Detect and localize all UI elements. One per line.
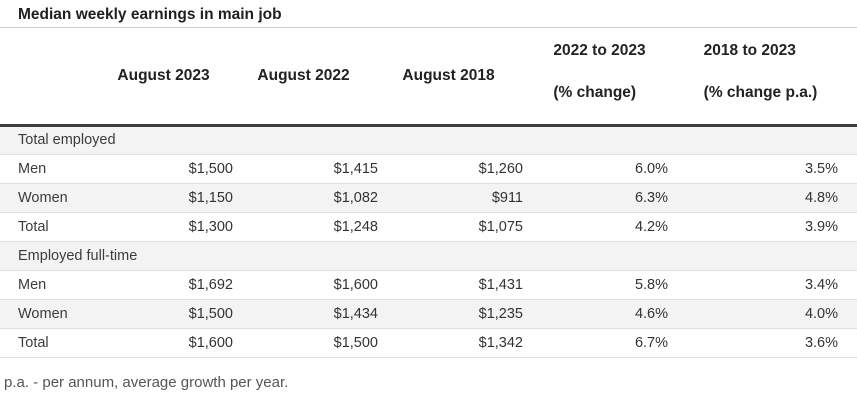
header-empty-cell — [0, 28, 110, 127]
table-row-full-time-total: Total $1,600 $1,500 $1,342 6.7% 3.6% — [0, 328, 857, 358]
cell-aug2018: $1,431 — [390, 270, 535, 300]
header-change-2022-2023: 2022 to 2023 (% change) — [535, 28, 692, 127]
header-august-2023: August 2023 — [110, 28, 245, 127]
earnings-table: August 2023 August 2022 August 2018 2022… — [0, 28, 857, 358]
cell-aug2018: $1,235 — [390, 299, 535, 329]
cell-change-2022-2023: 4.6% — [535, 299, 692, 329]
cell-aug2022: $1,500 — [245, 328, 390, 358]
header-change-2018-2023-line1: 2018 to 2023 — [703, 41, 796, 59]
cell-change-2022-2023: 6.3% — [535, 183, 692, 213]
cell-aug2023: $1,500 — [110, 299, 245, 329]
cell-change-2022-2023: 6.7% — [535, 328, 692, 358]
table-row-total-employed-men: Men $1,500 $1,415 $1,260 6.0% 3.5% — [0, 154, 857, 184]
cell-aug2022: $1,248 — [245, 212, 390, 242]
cell-aug2022: $1,082 — [245, 183, 390, 213]
cell-aug2022: $1,600 — [245, 270, 390, 300]
cell-change-2018-2023: 3.4% — [692, 270, 857, 300]
cell-aug2023: $1,300 — [110, 212, 245, 242]
cell-aug2018: $1,342 — [390, 328, 535, 358]
section-row-total-employed: Total employed — [0, 125, 857, 155]
table-title: Median weekly earnings in main job — [0, 0, 857, 28]
header-change-2022-2023-line1: 2022 to 2023 — [553, 41, 646, 59]
header-august-2018: August 2018 — [390, 28, 535, 127]
cell-change-2018-2023: 3.6% — [692, 328, 857, 358]
table-row-full-time-men: Men $1,692 $1,600 $1,431 5.8% 3.4% — [0, 270, 857, 300]
cell-change-2018-2023: 3.5% — [692, 154, 857, 184]
table-row-total-employed-total: Total $1,300 $1,248 $1,075 4.2% 3.9% — [0, 212, 857, 242]
section-label: Employed full-time — [0, 241, 857, 271]
header-change-2018-2023-block: 2018 to 2023 (% change p.a.) — [704, 42, 818, 102]
cell-change-2022-2023: 4.2% — [535, 212, 692, 242]
cell-change-2018-2023: 4.0% — [692, 299, 857, 329]
cell-aug2018: $1,075 — [390, 212, 535, 242]
header-row: August 2023 August 2022 August 2018 2022… — [0, 28, 857, 127]
section-row-employed-full-time: Employed full-time — [0, 241, 857, 271]
cell-aug2023: $1,150 — [110, 183, 245, 213]
header-change-2018-2023: 2018 to 2023 (% change p.a.) — [692, 28, 857, 127]
row-label: Total — [0, 212, 110, 242]
cell-aug2022: $1,415 — [245, 154, 390, 184]
row-label: Men — [0, 154, 110, 184]
cell-change-2018-2023: 4.8% — [692, 183, 857, 213]
table-row-full-time-women: Women $1,500 $1,434 $1,235 4.6% 4.0% — [0, 299, 857, 329]
cell-aug2023: $1,600 — [110, 328, 245, 358]
cell-aug2023: $1,500 — [110, 154, 245, 184]
section-label: Total employed — [0, 125, 857, 155]
cell-change-2022-2023: 5.8% — [535, 270, 692, 300]
cell-aug2022: $1,434 — [245, 299, 390, 329]
cell-aug2018: $1,260 — [390, 154, 535, 184]
cell-aug2018: $911 — [390, 183, 535, 213]
row-label: Women — [0, 183, 110, 213]
header-august-2022: August 2022 — [245, 28, 390, 127]
row-label: Men — [0, 270, 110, 300]
header-change-2022-2023-line2: (% change) — [553, 83, 637, 101]
row-label: Total — [0, 328, 110, 358]
header-change-2022-2023-block: 2022 to 2023 (% change) — [553, 42, 645, 102]
footnote: p.a. - per annum, average growth per yea… — [4, 373, 289, 391]
cell-aug2023: $1,692 — [110, 270, 245, 300]
table-row-total-employed-women: Women $1,150 $1,082 $911 6.3% 4.8% — [0, 183, 857, 213]
row-label: Women — [0, 299, 110, 329]
cell-change-2022-2023: 6.0% — [535, 154, 692, 184]
header-change-2018-2023-line2: (% change p.a.) — [703, 83, 818, 101]
cell-change-2018-2023: 3.9% — [692, 212, 857, 242]
